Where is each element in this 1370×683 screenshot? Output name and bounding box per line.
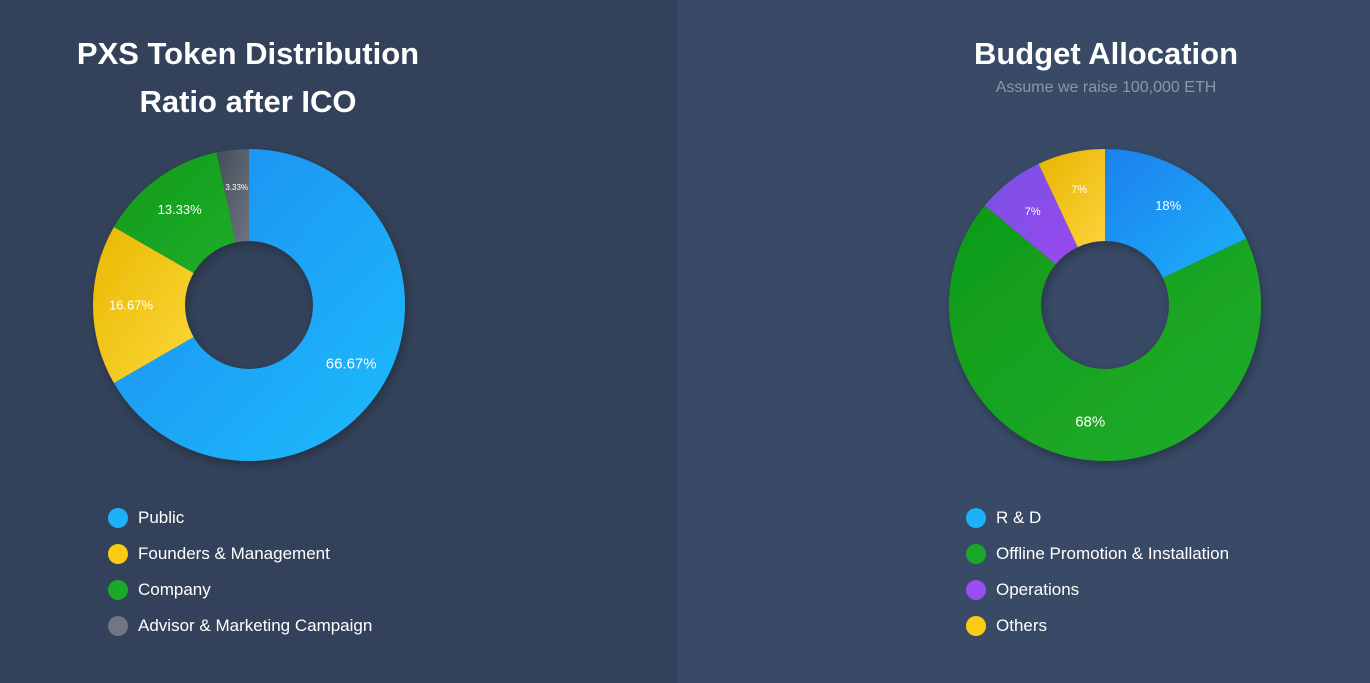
legend-swatch	[966, 508, 986, 528]
token-distribution-svg: 66.67% 16.67% 13.33% 3.33%	[93, 149, 405, 461]
legend-label: R & D	[996, 508, 1042, 527]
legend-item-r-and-d[interactable]: R & D	[966, 500, 1229, 536]
legend-swatch	[966, 544, 986, 564]
legend-swatch	[108, 616, 128, 636]
legend-swatch	[108, 508, 128, 528]
slice-others[interactable]	[1038, 149, 1105, 248]
slice-label-public: 66.67%	[326, 356, 377, 373]
legend-swatch	[108, 544, 128, 564]
legend-label: Company	[138, 580, 211, 599]
slice-offline-promotion-and-installation[interactable]	[949, 205, 1261, 461]
token-distribution-legend: Public Founders & Management Company Adviso…	[108, 500, 372, 644]
budget-allocation-subtitle: Assume we raise 100,000 ETH	[995, 79, 1217, 96]
token-distribution-title: PXS Token Distribution Ratio after ICO	[48, 30, 448, 126]
slice-public[interactable]	[113, 149, 405, 461]
donut-slices	[93, 149, 405, 461]
donut-slices	[949, 149, 1261, 461]
slice-advisor-and-marketing-campaign[interactable]	[216, 149, 249, 243]
token-distribution-donut-chart: 66.67% 16.67% 13.33% 3.33%	[84, 140, 414, 470]
budget-allocation-svg: 18% 68% 7% 7%	[949, 149, 1261, 461]
legend-label: Offline Promotion & Installation	[996, 544, 1230, 563]
legend-label: Advisor & Marketing Campaign	[138, 616, 373, 635]
legend-label: Operations	[996, 580, 1080, 599]
slice-r-and-d[interactable]	[1105, 149, 1247, 278]
legend-item-operations[interactable]: Operations	[966, 572, 1229, 608]
legend-label: Founders & Management	[138, 544, 330, 563]
budget-allocation-panel: Budget Allocation Assume we raise 100,00…	[677, 0, 1370, 683]
slice-label-offline-promotion-and-installation: 68%	[1075, 414, 1105, 431]
legend-swatch	[966, 616, 986, 636]
legend-item-advisor-and-marketing-campaign[interactable]: Advisor & Marketing Campaign	[108, 608, 372, 644]
title-line-1: PXS Token Distribution	[76, 36, 420, 71]
legend-label: Public	[138, 508, 185, 527]
budget-allocation-donut-chart: 18% 68% 7% 7%	[940, 140, 1270, 470]
legend-swatch	[108, 580, 128, 600]
slice-company[interactable]	[113, 152, 236, 273]
slice-label-founders-and-management: 16.67%	[109, 297, 154, 312]
title-line-2: Ratio after ICO	[139, 84, 357, 119]
legend-item-others[interactable]: Others	[966, 608, 1229, 644]
slice-label-others: 7%	[1071, 184, 1087, 196]
budget-allocation-title: Budget Allocation	[973, 36, 1239, 71]
legend-swatch	[966, 580, 986, 600]
slice-founders-and-management[interactable]	[93, 226, 194, 383]
legend-item-founders-and-management[interactable]: Founders & Management	[108, 536, 372, 572]
slice-label-company: 13.33%	[158, 202, 203, 217]
slice-label-advisor-and-marketing-campaign: 3.33%	[225, 183, 248, 192]
legend-item-company[interactable]: Company	[108, 572, 372, 608]
budget-allocation-legend: R & D Offline Promotion & Installation Ope…	[966, 500, 1229, 644]
slice-label-operations: 7%	[1025, 206, 1041, 218]
slice-label-r-and-d: 18%	[1155, 198, 1181, 213]
legend-item-public[interactable]: Public	[108, 500, 372, 536]
token-distribution-panel: PXS Token Distribution Ratio after ICO 6…	[0, 0, 677, 683]
slice-operations[interactable]	[984, 163, 1078, 265]
legend-item-offline-promotion-and-installation[interactable]: Offline Promotion & Installation	[966, 536, 1229, 572]
legend-label: Others	[996, 616, 1048, 635]
